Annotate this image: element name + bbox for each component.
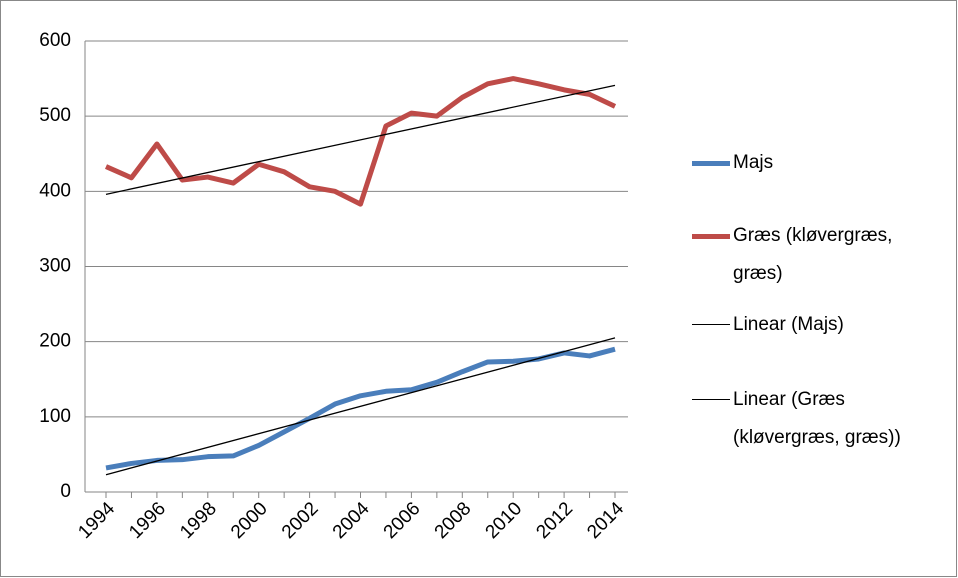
series-line	[104, 76, 617, 207]
y-tick-label: 100	[39, 406, 71, 427]
legend-entry: Linear (Majs)	[692, 306, 933, 344]
y-tick-label: 0	[60, 481, 71, 502]
y-tick-label: 500	[39, 105, 71, 126]
x-tick-label: 2006	[380, 498, 425, 543]
legend-swatch	[692, 160, 730, 166]
legend-label: Linear (Græs (kløvergræs, græs))	[733, 389, 901, 448]
y-tick-label: 600	[39, 30, 71, 51]
legend-label: Majs	[733, 152, 774, 173]
legend-entry: Linear (Græs (kløvergræs, græs))	[692, 381, 933, 457]
legend-swatch	[692, 399, 730, 401]
legend-swatch	[692, 233, 730, 239]
legend-swatch	[692, 324, 730, 326]
y-tick-label: 400	[39, 180, 71, 201]
x-tick-label: 1998	[176, 498, 221, 543]
x-tick-label: 1994	[74, 498, 119, 543]
series-line	[105, 346, 616, 471]
x-tick-label: 2004	[329, 498, 374, 543]
x-tick-label: 2002	[278, 498, 323, 543]
y-tick-label: 200	[39, 331, 71, 352]
legend-label: Linear (Majs)	[733, 314, 844, 335]
x-tick-label: 1996	[125, 498, 170, 543]
legend-entry: Majs	[692, 144, 933, 182]
y-tick-label: 300	[39, 256, 71, 277]
legend-entry: Græs (kløvergræs, græs)	[692, 217, 933, 293]
x-tick-label: 2014	[583, 498, 628, 543]
x-tick-label: 2008	[431, 498, 476, 543]
trendline	[105, 337, 616, 476]
x-tick-label: 2010	[482, 498, 527, 543]
x-tick-label: 2000	[227, 498, 272, 543]
x-tick-label: 2012	[532, 498, 577, 543]
legend-label: Græs (kløvergræs, græs)	[733, 225, 893, 284]
trendline	[105, 84, 616, 195]
